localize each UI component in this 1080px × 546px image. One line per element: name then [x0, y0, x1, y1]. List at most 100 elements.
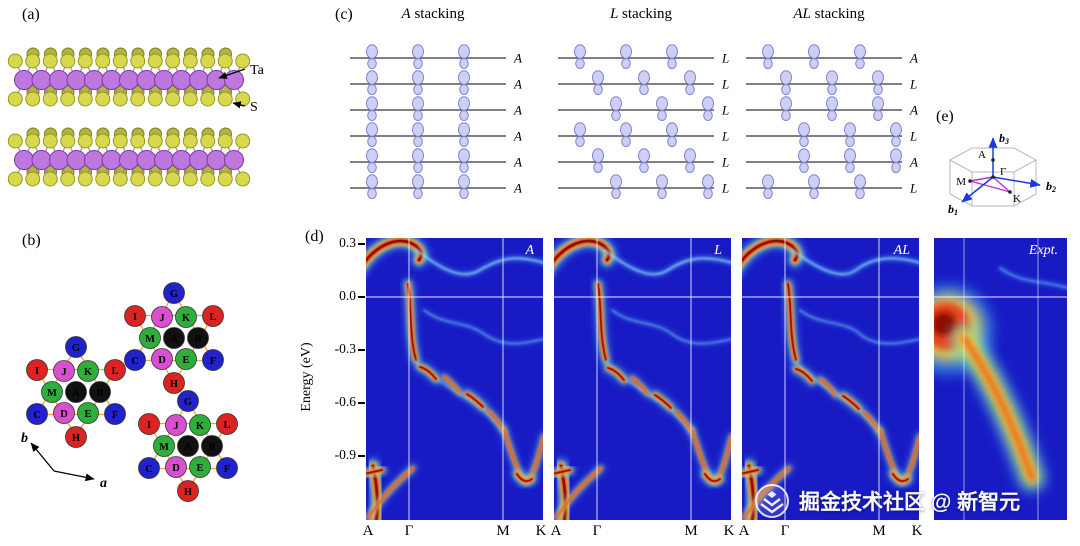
orbital-lobe: [458, 70, 470, 85]
ta-atom: [154, 70, 174, 90]
stack-row-label: A: [513, 77, 522, 92]
orbital-lobe: [458, 174, 470, 189]
ta-site: [124, 305, 146, 327]
energy-tick-mark: [358, 243, 365, 245]
ta-atom: [101, 150, 122, 170]
ta-site: [202, 305, 224, 327]
orbital-lobe: [574, 122, 586, 137]
ta-site: [138, 413, 160, 435]
ta-site: [216, 413, 238, 435]
site-letter: G: [170, 289, 178, 300]
ta-site: [177, 390, 199, 412]
energy-tick-mark: [358, 349, 365, 351]
site-letter: J: [159, 313, 164, 324]
orbital-lobe: [621, 136, 631, 147]
ta-atom: [189, 150, 209, 170]
s-atom: [200, 171, 216, 187]
orbital-lobe: [684, 148, 696, 163]
band-curve: [597, 283, 607, 361]
orbital-lobe: [611, 110, 621, 121]
orbital-lobe: [891, 136, 901, 147]
orbital-lobe: [890, 148, 902, 163]
site-letter: J: [61, 367, 66, 378]
k-path-lines: [969, 176, 1011, 193]
ta-atom: [66, 70, 87, 90]
ta-site: [175, 306, 197, 328]
ta-site: [124, 349, 146, 371]
ta-site: [41, 381, 63, 403]
spectral-heatmap: [554, 238, 731, 520]
ta-atom: [31, 70, 52, 90]
s-atom: [200, 53, 216, 69]
s-atom: [130, 91, 146, 107]
ta-site: [104, 403, 126, 425]
site-letter: M: [47, 388, 57, 399]
orbital-lobe: [413, 84, 423, 95]
ta-site: [26, 359, 48, 381]
panel-d-label: (d): [305, 228, 324, 245]
star-outline: [133, 291, 215, 362]
site-letter: C: [33, 410, 41, 421]
site-letter: J: [173, 421, 178, 432]
site-letter: F: [210, 356, 216, 367]
s-atom: [95, 53, 111, 69]
s-atom: [130, 171, 146, 187]
ta-site: [151, 348, 173, 370]
site-letter: C: [131, 356, 139, 367]
orbital-lobe: [827, 110, 837, 121]
orbital-lobe: [367, 188, 377, 199]
orbital-lobe: [666, 122, 678, 137]
orbital-lobe: [638, 70, 650, 85]
bz-point-A: A: [978, 149, 986, 161]
ta-atom: [171, 70, 192, 90]
ta-site: [53, 402, 75, 424]
site-letter: E: [182, 355, 189, 366]
panel-tag: L: [714, 243, 722, 258]
star-cluster: A B M K E J D G H I L C F: [26, 336, 126, 448]
band-curve: [704, 473, 721, 482]
ta-label: Ta: [250, 63, 265, 78]
orbital-lobe: [808, 44, 820, 59]
ta-site: [65, 336, 87, 358]
orbital-lobe: [366, 44, 378, 59]
band-curve: [442, 375, 462, 395]
orbital-lobe: [367, 110, 377, 121]
kpoint-label: Γ: [780, 523, 790, 539]
energy-tick-label: -0.9: [334, 447, 356, 462]
ta-site: [53, 360, 75, 382]
orbital-lobe: [610, 174, 622, 189]
site-letter: G: [184, 397, 192, 408]
site-letter: K: [182, 313, 191, 324]
band-curve: [818, 377, 838, 397]
kpoint-label: M: [684, 523, 698, 539]
s-atom: [235, 133, 251, 149]
ta-atom: [171, 150, 192, 170]
band-curve: [654, 394, 672, 409]
orbital-lobe: [656, 174, 668, 189]
band-curve: [516, 473, 533, 482]
orbital-lobe: [592, 148, 604, 163]
star-cluster: A B M K E J D G H I L C F: [138, 390, 238, 502]
site-letter: D: [172, 463, 180, 474]
stack-row-label: A: [513, 155, 522, 170]
s-arrow: [232, 101, 246, 109]
site-letter: M: [145, 334, 155, 345]
juejin-logo-icon: [755, 484, 789, 518]
orbital-lobe: [703, 188, 713, 199]
orbital-lobe: [621, 58, 631, 69]
orbital-lobe: [891, 162, 901, 173]
ta-arrow: [218, 68, 246, 79]
ta-atom: [49, 150, 69, 170]
band-map-theory-AL: AL: [742, 238, 919, 520]
energy-tick-label: 0.3: [339, 235, 356, 250]
ta-atom: [84, 70, 104, 90]
orbital-lobe: [827, 84, 837, 95]
orbital-lobe: [702, 96, 714, 111]
orbital-lobe: [890, 122, 902, 137]
ta-site: [216, 457, 238, 479]
b1-arrow: [961, 176, 994, 203]
k-points: [968, 158, 1012, 194]
